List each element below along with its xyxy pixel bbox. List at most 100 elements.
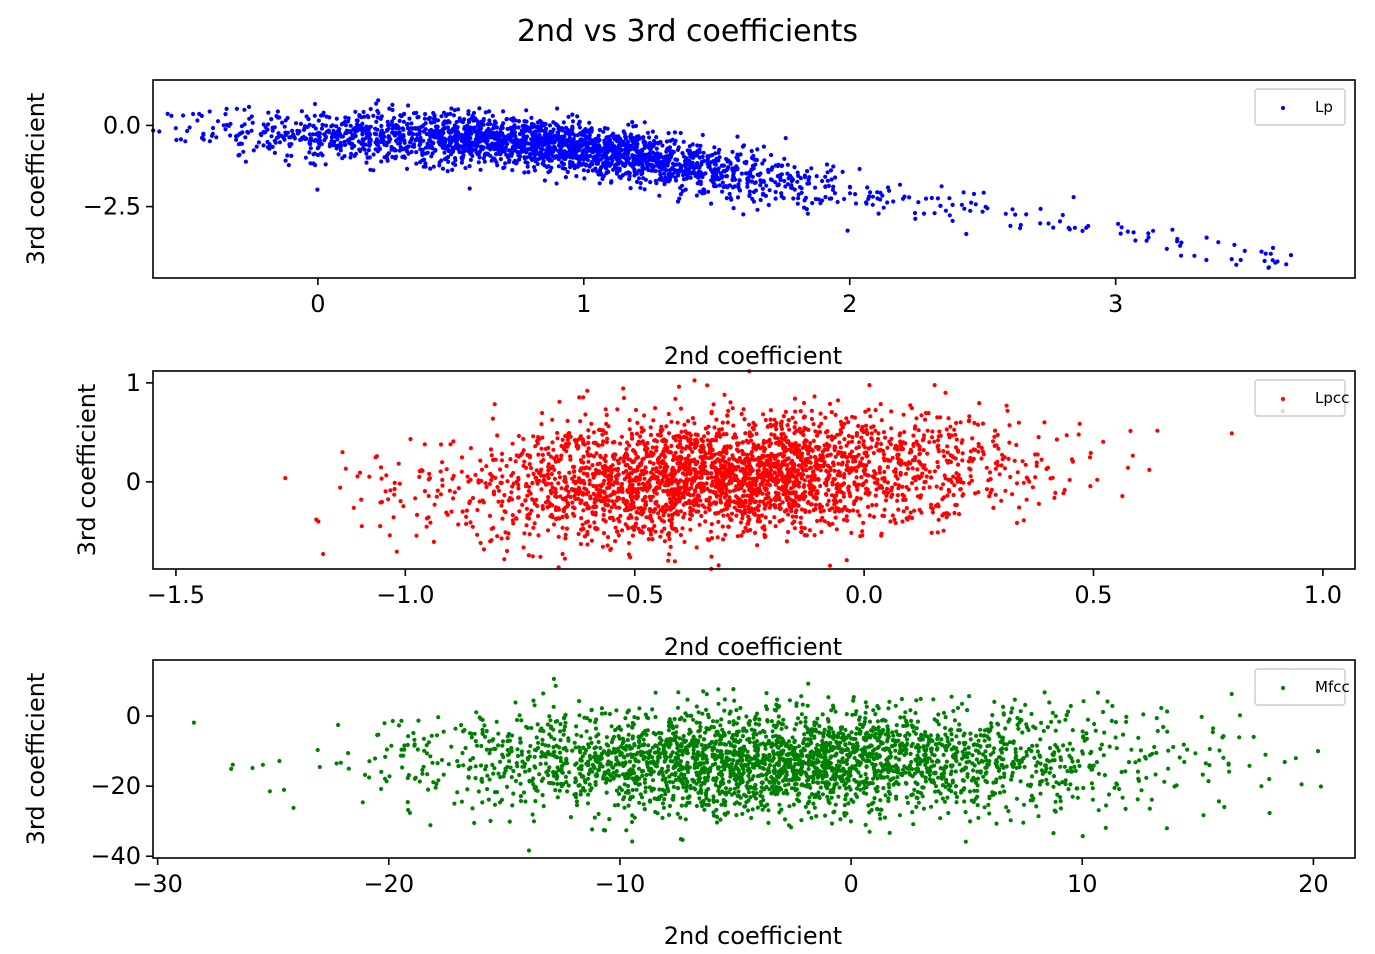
- scatter-point: [1119, 225, 1124, 230]
- scatter-point: [909, 481, 915, 486]
- scatter-point: [678, 509, 684, 514]
- scatter-point: [481, 122, 486, 127]
- scatter-point: [871, 514, 877, 519]
- scatter-point: [405, 122, 410, 127]
- scatter-point: [368, 167, 373, 172]
- scatter-point: [546, 445, 551, 450]
- scatter-point: [840, 169, 845, 174]
- scatter-point: [808, 455, 813, 460]
- scatter-point: [737, 497, 743, 502]
- scatter-point: [615, 529, 620, 534]
- scatter-point: [526, 489, 532, 494]
- scatter-point: [686, 487, 691, 492]
- scatter-point: [581, 454, 586, 459]
- scatter-point: [736, 158, 741, 163]
- scatter-point: [769, 152, 774, 158]
- scatter-point: [700, 132, 705, 138]
- scatter-point: [854, 475, 859, 480]
- scatter-point: [350, 141, 355, 146]
- scatter-point: [338, 148, 343, 153]
- scatter-point: [489, 477, 494, 483]
- scatter-point: [1270, 245, 1276, 250]
- scatter-point: [587, 524, 592, 529]
- scatter-point: [733, 494, 739, 499]
- scatter-point: [1229, 431, 1234, 436]
- scatter-point: [731, 206, 736, 211]
- scatter-point: [420, 147, 425, 152]
- scatter-point: [860, 456, 865, 461]
- scatter-point: [611, 167, 616, 172]
- scatter-point: [590, 463, 595, 468]
- scatter-point: [447, 138, 452, 143]
- scatter-point: [392, 148, 397, 153]
- scatter-point: [695, 161, 700, 166]
- scatter-point: [475, 139, 480, 144]
- scatter-point: [924, 474, 929, 479]
- scatter-point: [209, 133, 215, 138]
- scatter-point: [650, 467, 656, 472]
- scatter-point: [653, 487, 658, 492]
- scatter-point: [739, 460, 744, 465]
- scatter-point: [936, 443, 941, 448]
- scatter-point: [992, 434, 997, 439]
- scatter-point: [870, 437, 875, 442]
- scatter-point: [1216, 240, 1221, 245]
- scatter-point: [320, 122, 325, 127]
- scatter-point: [498, 467, 503, 472]
- scatter-point: [648, 146, 653, 151]
- scatter-point: [751, 427, 756, 432]
- scatter-point: [1004, 403, 1009, 408]
- scatter-point: [719, 175, 724, 180]
- scatter-point: [657, 455, 662, 460]
- scatter-point: [534, 142, 540, 147]
- scatter-point: [474, 144, 479, 149]
- scatter-point: [390, 107, 395, 113]
- scatter-point: [476, 160, 481, 165]
- scatter-point: [1128, 428, 1133, 434]
- scatter-point: [647, 142, 653, 147]
- scatter-point: [909, 406, 915, 411]
- scatter-point: [462, 137, 467, 142]
- scatter-point: [670, 467, 675, 472]
- scatter-point: [787, 174, 792, 179]
- scatter-point: [533, 157, 538, 162]
- scatter-point: [867, 513, 872, 518]
- scatter-point: [617, 142, 622, 147]
- scatter-point: [581, 471, 587, 476]
- scatter-point: [776, 182, 781, 188]
- scatter-point: [837, 432, 843, 437]
- scatter-point: [501, 109, 506, 114]
- scatter-point: [447, 120, 452, 125]
- scatter-point: [967, 414, 972, 419]
- scatter-point: [242, 122, 247, 127]
- scatter-point: [713, 177, 718, 182]
- scatter-point: [375, 127, 380, 132]
- scatter-point: [792, 526, 798, 531]
- scatter-point: [450, 167, 455, 172]
- scatter-point: [583, 127, 588, 132]
- scatter-point: [727, 191, 732, 197]
- scatter-point: [952, 483, 957, 488]
- scatter-point: [936, 517, 941, 523]
- scatter-point: [502, 165, 507, 170]
- scatter-point: [751, 153, 756, 159]
- scatter-point: [827, 196, 832, 201]
- scatter-point: [670, 476, 675, 481]
- scatter-point: [881, 456, 886, 461]
- scatter-point: [789, 508, 794, 514]
- scatter-point: [855, 487, 860, 492]
- scatter-point: [810, 200, 815, 206]
- scatter-point: [597, 181, 602, 186]
- scatter-point: [1242, 248, 1247, 253]
- scatter-point: [316, 519, 321, 524]
- scatter-point: [682, 539, 687, 545]
- scatter-point: [805, 474, 810, 479]
- scatter-point: [393, 156, 398, 161]
- scatter-point: [596, 143, 602, 148]
- scatter-point: [315, 187, 320, 192]
- scatter-point: [734, 513, 739, 518]
- scatter-point: [634, 179, 640, 184]
- scatter-point: [588, 496, 593, 501]
- scatter-point: [302, 125, 307, 131]
- scatter-point: [560, 551, 565, 557]
